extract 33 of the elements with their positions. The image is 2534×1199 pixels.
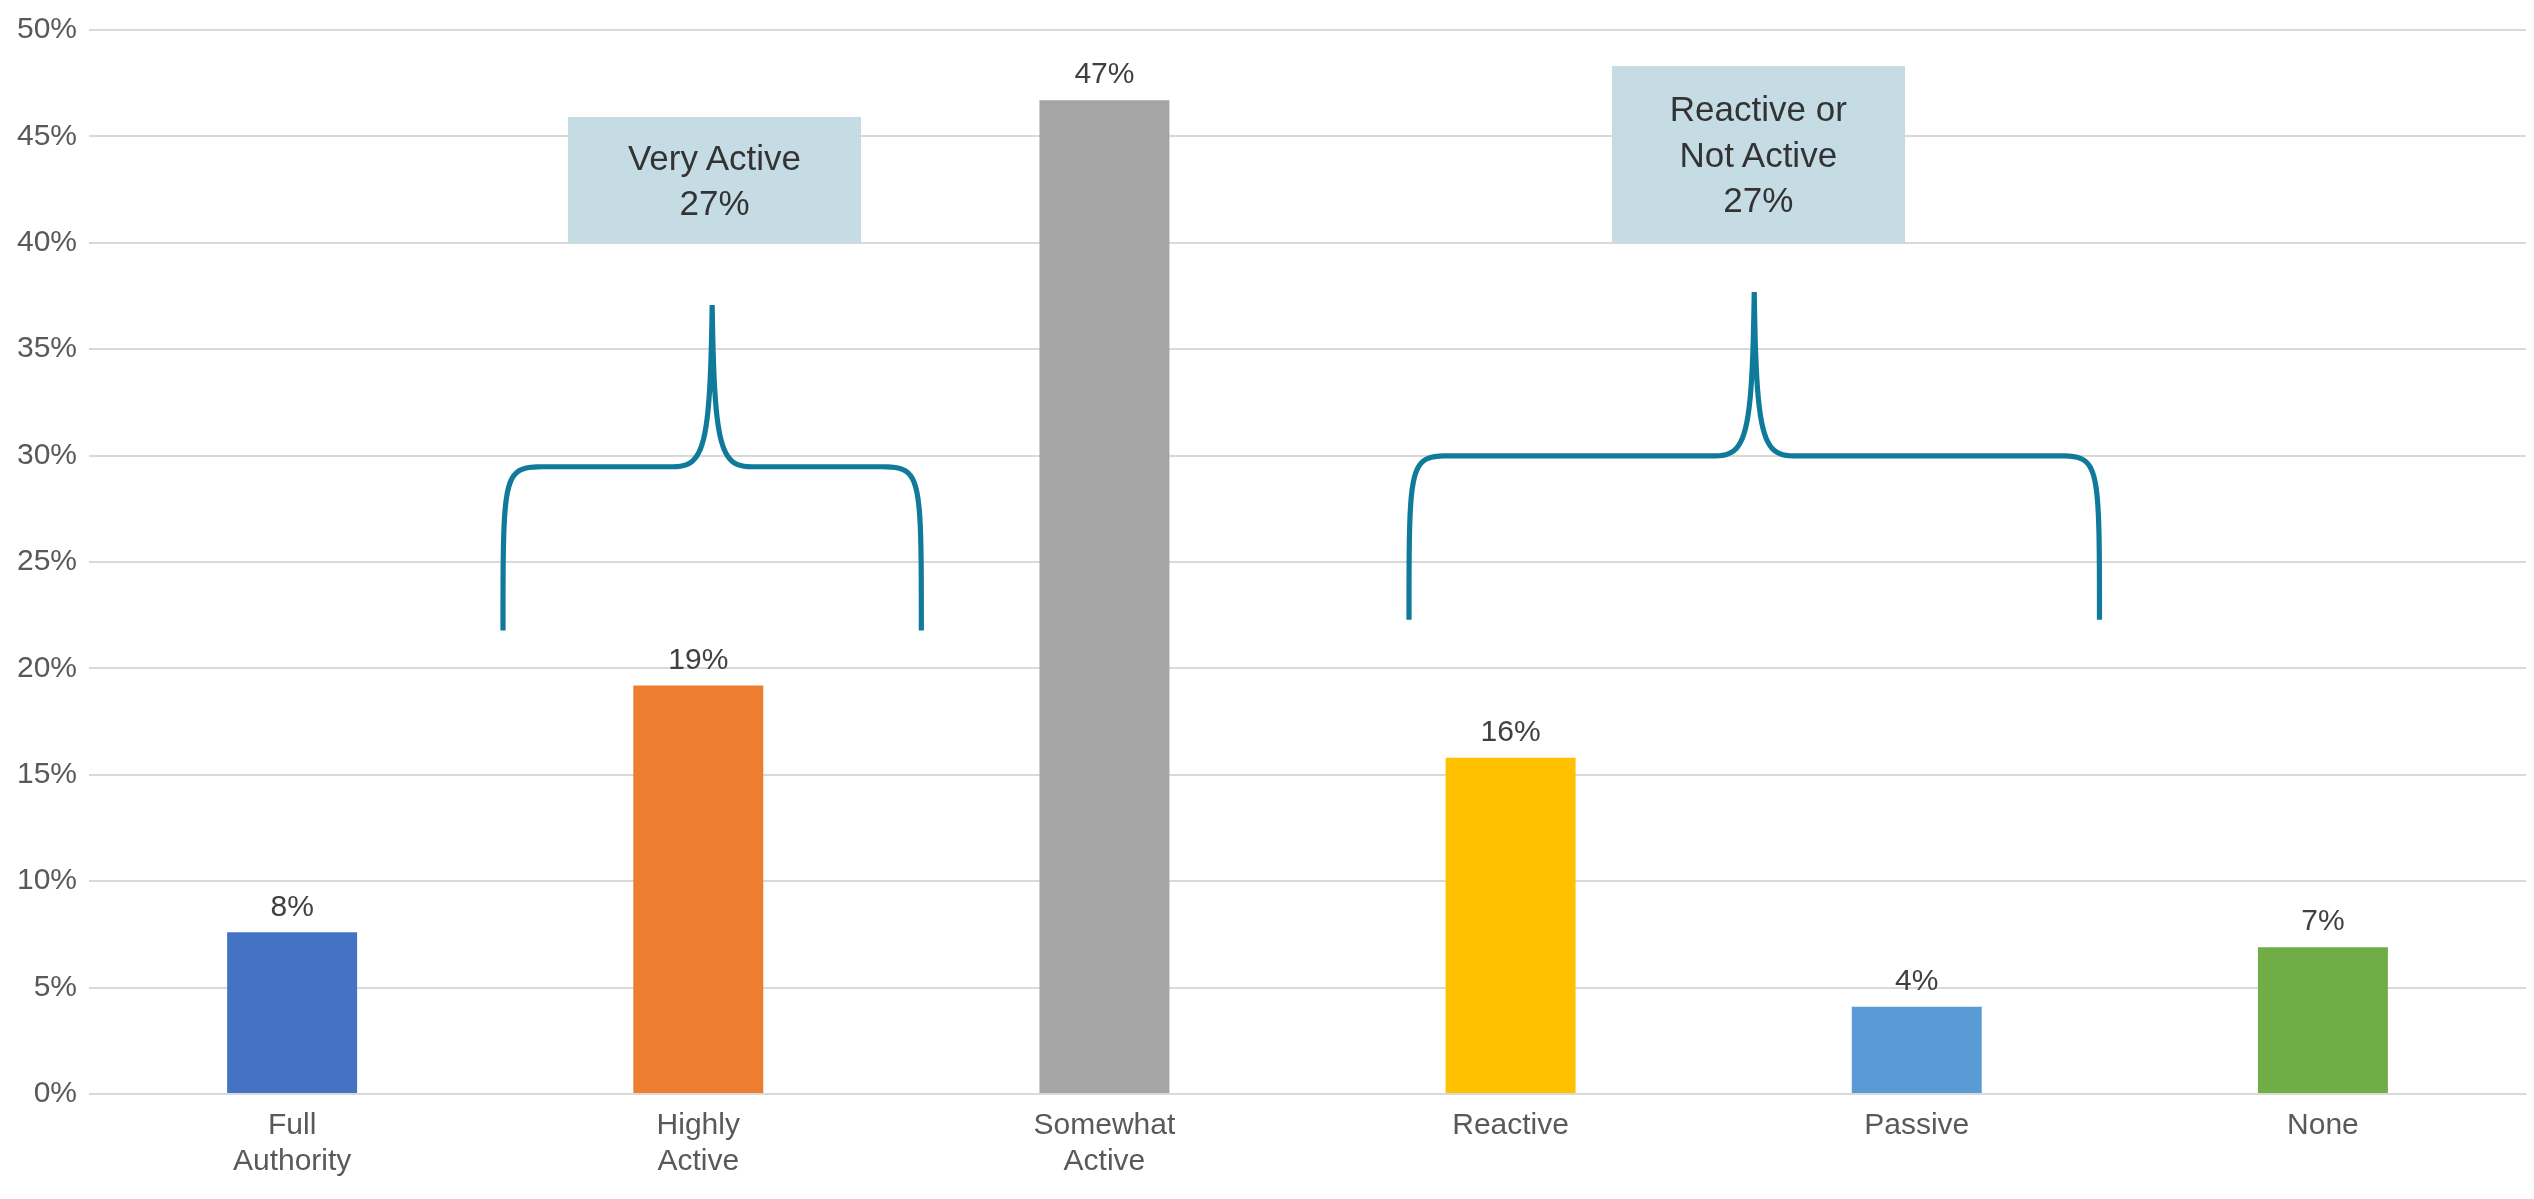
x-tick-label: Full Authority (232, 1107, 352, 1177)
y-tick-label: 10% (17, 862, 78, 896)
x-tick-label: Highly Active (656, 1107, 740, 1177)
data-label: 8% (270, 888, 314, 922)
data-label: 16% (1480, 714, 1541, 748)
y-tick-label: 20% (17, 649, 78, 683)
callout-box: Very Active 27% (568, 117, 861, 243)
x-tick-label: Passive (1864, 1107, 1970, 1141)
y-tick-label: 45% (17, 117, 78, 151)
annotation: Very Active 27% (627, 136, 802, 224)
y-tick-label: 5% (33, 968, 78, 1002)
x-tick-label: Somewhat Active (1033, 1107, 1176, 1177)
bar (2257, 947, 2388, 1093)
annotation: Reactive or Not Active 27% (1669, 88, 1847, 222)
bar (227, 932, 358, 1093)
callout-box: Reactive or Not Active 27% (1612, 66, 1905, 243)
data-label: 4% (1895, 963, 1939, 997)
y-tick-label: 30% (17, 436, 78, 470)
y-tick-label: 25% (17, 543, 78, 577)
bar (1851, 1006, 1982, 1093)
bar (1039, 100, 1170, 1093)
bar (1445, 757, 1576, 1093)
x-tick-label: None (2287, 1107, 2359, 1141)
y-tick-label: 15% (17, 756, 78, 790)
data-label: 47% (1074, 56, 1135, 90)
y-tick-label: 50% (17, 11, 78, 45)
data-label: 7% (2301, 903, 2345, 937)
data-label: 19% (668, 641, 729, 675)
x-tick-label: Reactive (1452, 1107, 1569, 1141)
y-tick-label: 0% (33, 1075, 78, 1109)
bar (633, 685, 764, 1093)
y-tick-label: 35% (17, 330, 78, 364)
y-tick-label: 40% (17, 224, 78, 258)
